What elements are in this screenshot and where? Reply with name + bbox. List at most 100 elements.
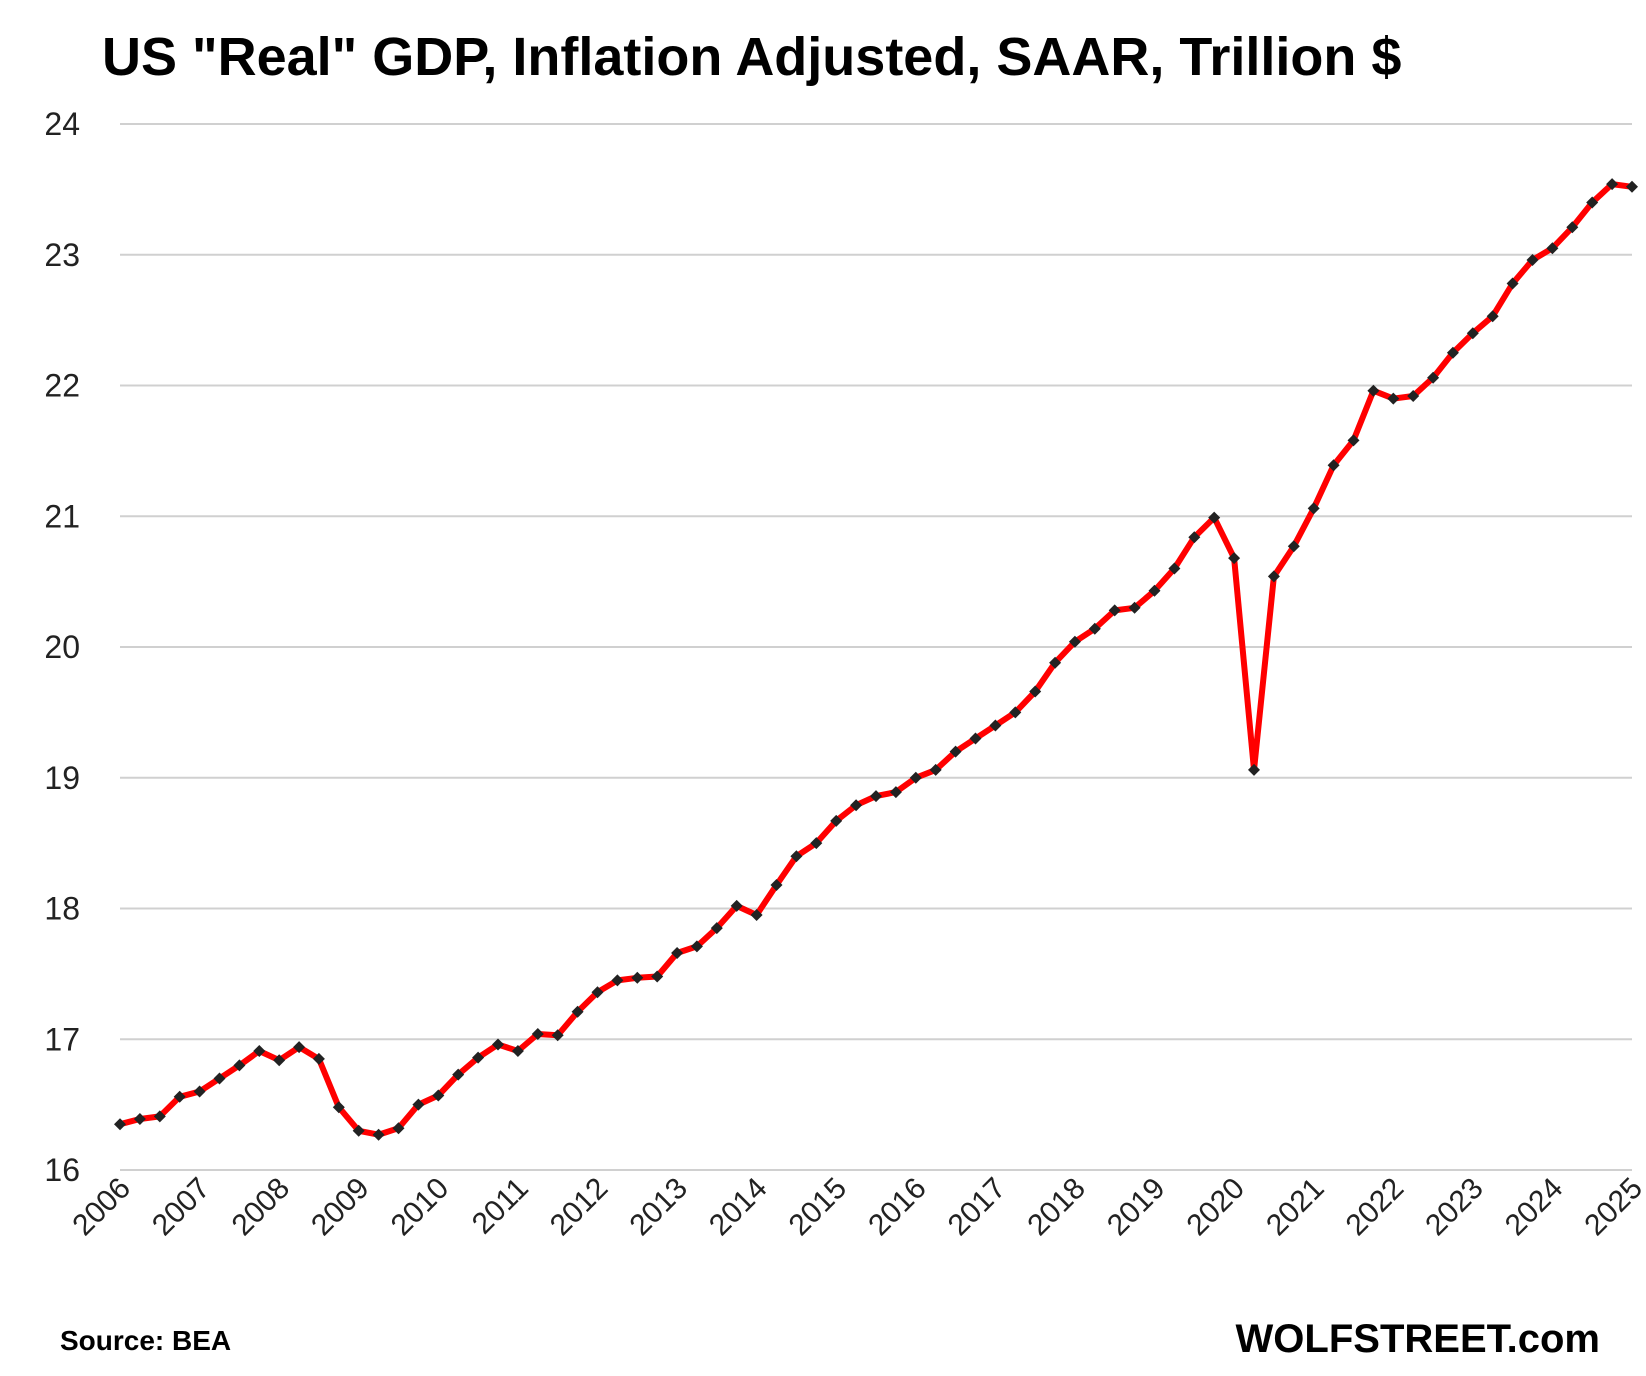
data-point (1208, 511, 1221, 524)
data-point (830, 814, 843, 827)
data-point (173, 1090, 186, 1103)
data-point (472, 1051, 485, 1064)
data-point (1407, 390, 1420, 402)
data-point (1506, 277, 1519, 290)
data-point (1108, 604, 1121, 617)
x-tick-label: 2010 (385, 1172, 456, 1243)
data-point (1088, 622, 1101, 635)
data-point (193, 1085, 206, 1098)
x-axis-tick-labels: 2006 2007 2008 2009 2010 2011 2012 2013 2014 2015… (66, 1172, 1646, 1243)
x-tick-label: 2024 (1499, 1172, 1570, 1243)
x-tick-label: 2021 (1260, 1172, 1331, 1243)
data-point (1546, 242, 1559, 255)
data-point (531, 1028, 544, 1040)
data-point (114, 1118, 126, 1131)
data-point (412, 1098, 425, 1111)
x-tick-label: 2018 (1021, 1172, 1092, 1243)
y-tick-label: 20 (44, 629, 80, 665)
data-point (1387, 392, 1400, 405)
data-point (213, 1072, 226, 1085)
x-tick-label: 2023 (1419, 1172, 1490, 1243)
x-tick-label: 2012 (544, 1172, 615, 1243)
data-point (1586, 196, 1599, 209)
data-point (591, 986, 604, 999)
x-tick-label: 2011 (466, 1172, 535, 1241)
data-point (651, 970, 664, 983)
data-point (1526, 254, 1539, 266)
data-point (690, 940, 703, 953)
data-point (432, 1089, 445, 1102)
source-label: Source: BEA (60, 1325, 231, 1356)
series-gdp (114, 178, 1638, 1141)
data-point (352, 1124, 365, 1137)
data-point (929, 763, 942, 776)
data-point (730, 899, 743, 912)
data-point (1307, 502, 1320, 515)
data-point (750, 909, 763, 921)
data-point (511, 1045, 524, 1057)
series-line (119, 181, 1633, 1138)
data-point (1606, 178, 1619, 191)
y-tick-label: 22 (44, 368, 80, 404)
data-point (889, 786, 902, 799)
data-point (1327, 459, 1340, 472)
x-tick-label: 2009 (305, 1172, 376, 1243)
y-tick-label: 21 (44, 498, 80, 534)
data-point (1427, 371, 1440, 384)
data-point (492, 1038, 504, 1051)
x-tick-label: 2025 (1578, 1172, 1646, 1243)
data-point (1287, 540, 1300, 553)
data-point (909, 771, 922, 784)
data-point (1267, 570, 1280, 583)
data-point (551, 1029, 564, 1042)
data-point (1049, 656, 1062, 669)
data-point (293, 1041, 306, 1054)
y-tick-label: 23 (44, 237, 80, 273)
data-point (1367, 384, 1380, 397)
data-point (1347, 434, 1360, 447)
data-point (671, 947, 684, 959)
data-point (392, 1122, 405, 1135)
x-tick-label: 2014 (703, 1172, 774, 1243)
data-point (969, 732, 982, 745)
data-point (1228, 552, 1241, 565)
data-point (452, 1068, 465, 1081)
data-point (233, 1059, 246, 1072)
x-tick-label: 2007 (146, 1172, 217, 1243)
x-tick-label: 2020 (1181, 1172, 1252, 1243)
data-point (571, 1005, 584, 1018)
x-tick-label: 2019 (1101, 1172, 1172, 1243)
data-point (372, 1128, 385, 1141)
data-point (631, 971, 644, 984)
y-tick-label: 24 (44, 106, 80, 142)
data-point (1068, 635, 1081, 648)
chart-title: US "Real" GDP, Inflation Adjusted, SAAR,… (102, 27, 1401, 87)
y-axis-tick-labels: 16 17 18 19 20 21 22 23 24 (44, 106, 80, 1188)
data-point (1626, 180, 1638, 193)
y-tick-label: 17 (44, 1021, 80, 1057)
data-point (1029, 685, 1042, 698)
y-tick-label: 16 (44, 1152, 80, 1188)
x-tick-label: 2008 (226, 1172, 297, 1243)
data-point (1466, 327, 1479, 340)
data-point (1486, 310, 1499, 323)
y-tick-label: 19 (44, 760, 80, 796)
data-point (1566, 221, 1579, 234)
data-point (1248, 763, 1260, 776)
data-point (312, 1052, 325, 1065)
data-point (770, 879, 783, 891)
data-point (1148, 584, 1161, 597)
data-point (611, 974, 624, 987)
y-tick-label: 18 (44, 891, 80, 927)
x-tick-label: 2015 (783, 1172, 854, 1243)
x-tick-label: 2013 (623, 1172, 694, 1243)
data-point (1446, 346, 1459, 359)
data-point (153, 1110, 166, 1123)
data-point (1128, 601, 1141, 614)
gridlines (120, 123, 1632, 1171)
brand-label: WOLFSTREET.com (1236, 1317, 1600, 1361)
data-point (949, 745, 962, 758)
data-point (1168, 562, 1181, 575)
x-tick-label: 2017 (942, 1172, 1013, 1243)
